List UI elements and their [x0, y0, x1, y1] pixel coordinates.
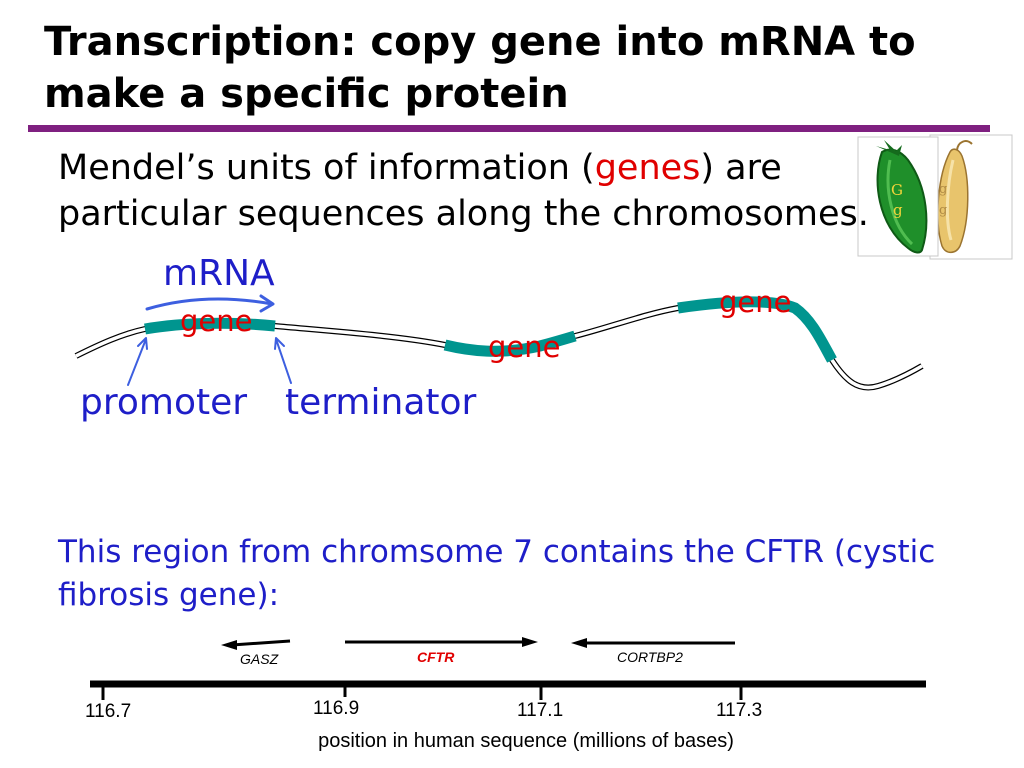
- intro-line-1-start: Mendel’s units of information (: [58, 148, 595, 188]
- mrna-label: mRNA: [163, 253, 275, 294]
- yellow-pea-pod: g g: [929, 134, 1013, 260]
- gene-label-3: gene: [719, 285, 791, 319]
- green-pod-highlight: [886, 159, 914, 246]
- slide-title: Transcription: copy gene into mRNA to ma…: [44, 16, 916, 120]
- gene-segment-3: [677, 296, 837, 363]
- genes-highlight: genes: [594, 148, 701, 188]
- gasz-arrow-shaft: [231, 639, 291, 647]
- title-divider: [28, 125, 990, 132]
- slide-title-line-2: make a specific protein: [44, 71, 569, 117]
- gene-name-cftr: CFTR: [417, 649, 455, 665]
- terminator-arrow-shaft: [275, 338, 292, 384]
- gene-arrow-gasz: [221, 639, 291, 650]
- genome-map: GASZ CFTR CORTBP2 116.7 116.9 117.1 117.…: [85, 637, 926, 752]
- yellow-pod-highlight: [945, 159, 955, 241]
- promoter-arrowhead: [137, 337, 148, 350]
- green-pea-pod: G g: [857, 136, 939, 257]
- yellow-pod-allele-2: g: [939, 203, 947, 218]
- intro-line-1-end: ) are: [700, 148, 782, 188]
- mrna-arrowhead: [259, 294, 275, 313]
- gene-name-gasz: GASZ: [240, 651, 279, 667]
- promoter-arrow-shaft: [127, 338, 147, 386]
- promoter-arrow: [127, 337, 148, 386]
- terminator-label: terminator: [285, 382, 477, 423]
- gene-name-cortbp2: CORTBP2: [617, 649, 683, 665]
- gasz-arrowhead: [221, 640, 237, 650]
- green-pod-shape: [876, 148, 928, 254]
- mrna-arrow: [145, 294, 275, 313]
- gene-label-2: gene: [488, 330, 560, 364]
- cftr-note: This region from chromsome 7 contains th…: [58, 531, 935, 617]
- cortbp2-arrowhead: [571, 638, 587, 648]
- axis-tick-label-1: 116.7: [85, 701, 131, 722]
- axis-tick-label-2: 116.9: [313, 698, 359, 719]
- terminator-arrow: [274, 337, 292, 384]
- intro-line-1: Mendel’s units of information (genes) ar…: [58, 145, 869, 191]
- terminator-arrowhead: [274, 337, 285, 350]
- axis-tick-label-3: 117.1: [517, 700, 563, 721]
- axis-tick-label-4: 117.3: [716, 700, 762, 721]
- green-pod-allele-2: g: [893, 201, 903, 219]
- gene-segment-2: [443, 330, 577, 357]
- gene-label-1: gene: [180, 304, 252, 338]
- cftr-note-line-1: This region from chromsome 7 contains th…: [58, 534, 936, 570]
- green-pod-allele-1: G: [891, 181, 903, 199]
- gene-diagram: gene gene gene mRNA promoter terminator: [74, 253, 924, 423]
- yellow-pod-stem: [956, 140, 973, 151]
- mrna-arrow-shaft: [145, 297, 274, 311]
- intro-text: Mendel’s units of information (genes) ar…: [58, 145, 869, 237]
- intro-line-2: particular sequences along the chromosom…: [58, 194, 869, 234]
- green-pod-sepals: [876, 140, 902, 156]
- axis-title: position in human sequence (millions of …: [318, 730, 734, 752]
- gene-arrow-cortbp2: [571, 638, 735, 648]
- gene-arrow-cftr: [345, 637, 538, 647]
- promoter-label: promoter: [80, 382, 247, 423]
- cftr-arrowhead: [522, 637, 538, 647]
- yellow-pod-allele-1: g: [939, 182, 947, 197]
- cftr-note-line-2: fibrosis gene):: [58, 577, 280, 613]
- slide-title-line-1: Transcription: copy gene into mRNA to: [44, 19, 916, 65]
- gene-segment-1: [144, 317, 276, 335]
